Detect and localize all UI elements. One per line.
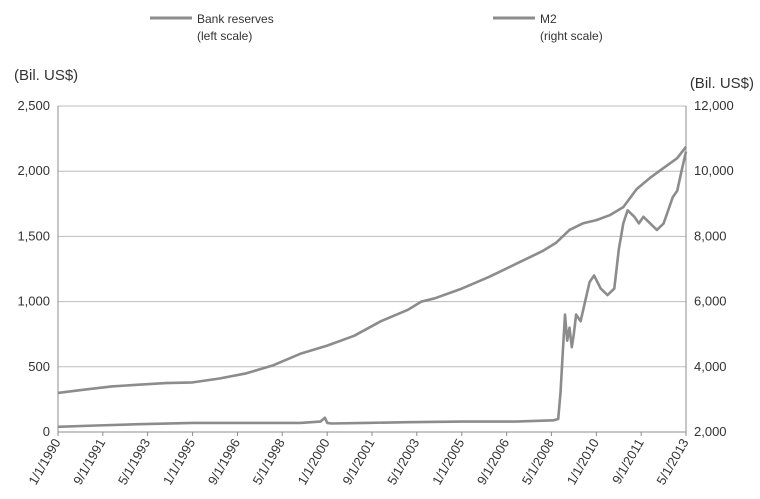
right-tick-label: 2,000 bbox=[694, 424, 727, 439]
right-tick-label: 10,000 bbox=[694, 163, 734, 178]
x-tick-label: 5/1/1993 bbox=[115, 436, 153, 487]
right-tick-label: 8,000 bbox=[694, 228, 727, 243]
x-tick-label: 5/1/2003 bbox=[384, 436, 422, 487]
x-tick-label: 9/1/1996 bbox=[205, 436, 243, 487]
x-tick-label: 5/1/2008 bbox=[519, 436, 557, 487]
series-line-m2 bbox=[57, 146, 688, 395]
legend: Bank reserves (left scale) M2 (right scale) bbox=[150, 12, 603, 43]
x-tick-label: 1/1/2000 bbox=[294, 436, 332, 487]
series-line-bank-reserves bbox=[57, 151, 688, 429]
right-axis-unit: (Bil. US$) bbox=[690, 75, 754, 92]
right-tick-label: 12,000 bbox=[694, 98, 734, 113]
x-tick-label: 1/1/1995 bbox=[160, 436, 198, 487]
left-axis-unit: (Bil. US$) bbox=[14, 67, 78, 84]
x-tick-label: 9/1/2006 bbox=[474, 436, 512, 487]
legend-sublabel: (left scale) bbox=[197, 29, 252, 43]
left-tick-label: 0 bbox=[43, 424, 50, 439]
left-axis-ticks: 0 500 1,000 1,500 2,000 2,500 bbox=[17, 98, 50, 439]
plot-frame bbox=[57, 106, 687, 433]
x-axis-ticks: 1/1/1990 9/1/1991 5/1/1993 1/1/1995 9/1/1996… bbox=[25, 432, 692, 487]
x-tick-label: 9/1/1991 bbox=[70, 436, 108, 487]
left-tick-label: 1,500 bbox=[17, 228, 50, 243]
x-tick-label: 5/1/1998 bbox=[249, 436, 287, 487]
right-tick-label: 6,000 bbox=[694, 294, 727, 309]
right-tick-label: 4,000 bbox=[694, 359, 727, 374]
left-tick-label: 2,500 bbox=[17, 98, 50, 113]
legend-label: M2 bbox=[540, 12, 557, 26]
left-tick-label: 2,000 bbox=[17, 163, 50, 178]
x-tick-label: 5/1/2013 bbox=[653, 436, 691, 487]
legend-sublabel: (right scale) bbox=[540, 29, 603, 43]
x-tick-label: 1/1/1990 bbox=[25, 436, 63, 487]
x-tick-label: 9/1/2011 bbox=[609, 436, 647, 486]
left-tick-label: 500 bbox=[28, 359, 50, 374]
left-tick-label: 1,000 bbox=[17, 294, 50, 309]
legend-label: Bank reserves bbox=[197, 12, 274, 26]
gridlines bbox=[58, 105, 686, 368]
x-tick-label: 9/1/2001 bbox=[339, 436, 377, 487]
x-tick-label: 1/1/2005 bbox=[429, 436, 467, 487]
series-lines bbox=[57, 146, 688, 429]
x-tick-label: 1/1/2010 bbox=[564, 436, 602, 487]
right-axis-ticks: 2,000 4,000 6,000 8,000 10,000 12,000 bbox=[694, 98, 734, 439]
